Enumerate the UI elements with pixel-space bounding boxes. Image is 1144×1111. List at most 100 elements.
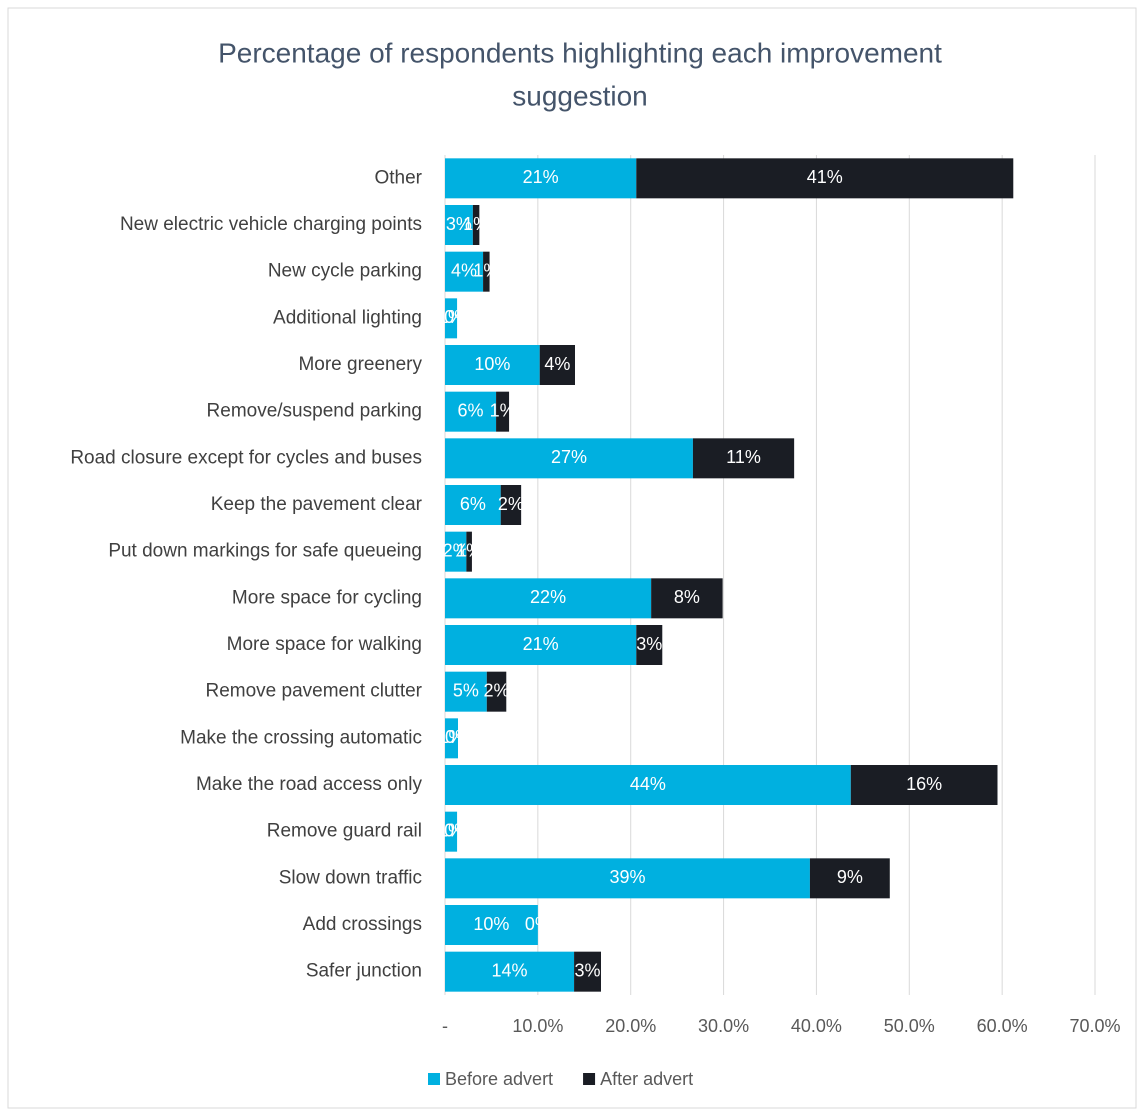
bar-segment xyxy=(486,671,507,712)
data-label: 5% xyxy=(453,680,479,700)
bar-segment xyxy=(445,345,540,385)
data-label: 27% xyxy=(551,447,587,467)
data-label: 10% xyxy=(474,354,510,374)
data-label: 0% xyxy=(444,307,470,327)
x-tick-label: 70.0% xyxy=(1069,1016,1120,1036)
data-label: 3% xyxy=(446,214,472,234)
bar-segment xyxy=(539,345,575,385)
x-tick-label: 10.0% xyxy=(512,1016,563,1036)
data-label: 1% xyxy=(438,307,464,327)
bar-segment xyxy=(850,765,998,805)
y-tick-label: Remove pavement clutter xyxy=(206,681,423,702)
data-label: 21% xyxy=(523,167,559,187)
bar-segment xyxy=(445,765,851,805)
bar-segment xyxy=(445,298,458,339)
data-label: 3% xyxy=(636,634,662,654)
data-label: 16% xyxy=(906,774,942,794)
y-tick-label: New cycle parking xyxy=(268,261,422,282)
chart-title: suggestion xyxy=(512,80,647,111)
bar-segment xyxy=(500,485,522,525)
bar-segment xyxy=(445,811,458,852)
y-tick-label: Keep the pavement clear xyxy=(211,494,423,515)
y-tick-label: Put down markings for safe queueing xyxy=(108,541,422,562)
data-label: 3% xyxy=(575,960,601,980)
x-tick-label: - xyxy=(442,1016,448,1036)
x-tick-label: 20.0% xyxy=(605,1016,656,1036)
data-label: 0% xyxy=(445,727,471,747)
data-label: 1% xyxy=(438,820,464,840)
y-tick-label: More space for walking xyxy=(227,634,422,655)
y-tick-label: Make the road access only xyxy=(196,774,423,795)
bar-segment xyxy=(472,205,480,245)
y-tick-label: Slow down traffic xyxy=(279,867,422,888)
bar-segment xyxy=(445,625,637,665)
x-tick-label: 40.0% xyxy=(791,1016,842,1036)
data-label: 0% xyxy=(525,914,551,934)
bar-segment xyxy=(445,158,637,199)
bar-segment xyxy=(809,858,890,899)
legend-label: After advert xyxy=(600,1069,693,1089)
bar-segment xyxy=(445,718,458,759)
bar-segment xyxy=(483,251,490,292)
x-tick-label: 50.0% xyxy=(884,1016,935,1036)
bar-segment xyxy=(445,205,473,245)
y-tick-label: Road closure except for cycles and buses xyxy=(70,447,422,468)
bar-segment xyxy=(636,158,1014,199)
y-tick-label: Remove/suspend parking xyxy=(207,401,422,422)
legend-swatch xyxy=(583,1073,596,1085)
data-label: 41% xyxy=(807,167,843,187)
y-tick-label: More space for cycling xyxy=(232,587,422,608)
data-label: 2% xyxy=(443,540,469,560)
y-tick-label: More greenery xyxy=(298,354,422,375)
y-tick-label: New electric vehicle charging points xyxy=(120,214,422,235)
data-label: 11% xyxy=(726,447,761,467)
bar-segment xyxy=(445,485,501,525)
data-label: 1% xyxy=(456,540,482,560)
y-tick-label: Safer junction xyxy=(306,961,422,982)
data-label: 4% xyxy=(451,260,477,280)
bar-segment xyxy=(574,951,601,992)
chart-title: Percentage of respondents highlighting e… xyxy=(218,37,942,68)
data-label: 1% xyxy=(473,260,499,280)
data-label: 6% xyxy=(458,400,484,420)
bar-segment xyxy=(636,625,663,665)
data-label: 1% xyxy=(490,400,516,420)
bar-segment xyxy=(445,578,652,619)
data-label: 14% xyxy=(492,960,528,980)
bar-segment xyxy=(445,858,810,899)
bar-segment xyxy=(445,391,497,432)
legend-label: Before advert xyxy=(445,1069,553,1089)
data-label: 10% xyxy=(473,914,509,934)
bar-segment xyxy=(466,531,472,572)
data-label: 8% xyxy=(674,587,700,607)
bar-segment xyxy=(445,531,467,572)
data-label: 2% xyxy=(498,494,524,514)
y-tick-label: Additional lighting xyxy=(273,307,422,328)
bar-segment xyxy=(445,671,487,712)
data-label: 39% xyxy=(609,867,645,887)
x-tick-label: 60.0% xyxy=(977,1016,1028,1036)
bar-segment xyxy=(692,438,795,479)
y-tick-label: Remove guard rail xyxy=(267,821,422,842)
data-label: 0% xyxy=(444,820,470,840)
y-tick-label: Add crossings xyxy=(303,914,422,935)
bar-segment xyxy=(445,251,484,292)
data-label: 6% xyxy=(460,494,486,514)
y-tick-label: Make the crossing automatic xyxy=(180,727,422,748)
legend-swatch xyxy=(428,1073,440,1085)
x-tick-label: 30.0% xyxy=(698,1016,749,1036)
data-label: 1% xyxy=(438,727,464,747)
data-label: 21% xyxy=(523,634,559,654)
data-label: 9% xyxy=(837,867,863,887)
data-label: 4% xyxy=(544,354,570,374)
data-label: 22% xyxy=(530,587,566,607)
bar-segment xyxy=(445,438,693,479)
bar-segment xyxy=(445,951,575,992)
data-label: 2% xyxy=(484,680,510,700)
bar-segment xyxy=(651,578,723,619)
bar-segment xyxy=(445,905,538,945)
y-tick-label: Other xyxy=(374,167,422,188)
data-label: 44% xyxy=(630,774,666,794)
data-label: 1% xyxy=(463,214,489,234)
